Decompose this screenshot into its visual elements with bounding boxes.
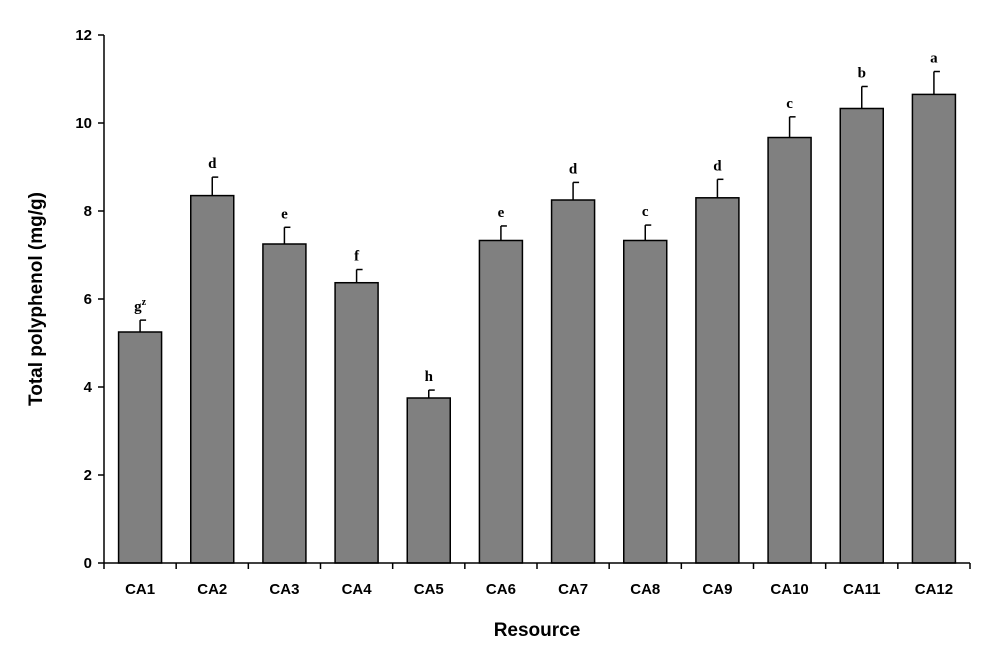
bar-ca1 <box>117 331 163 564</box>
significance-letter: b <box>858 65 866 81</box>
bar-ca11 <box>839 107 884 564</box>
x-tick-label: CA7 <box>558 581 588 598</box>
significance-letter: e <box>281 206 288 222</box>
x-tick-label: CA11 <box>843 581 881 598</box>
significance-letter: d <box>713 158 722 174</box>
y-tick-label: 6 <box>84 291 92 308</box>
bars <box>117 93 957 564</box>
bar-ca3 <box>262 243 307 564</box>
significance-letter: c <box>786 96 793 112</box>
error-bars <box>139 70 940 398</box>
significance-letter: d <box>208 156 217 172</box>
significance-letter: e <box>498 205 505 221</box>
significance-letter: c <box>642 204 649 220</box>
y-tick-label: 10 <box>75 115 92 132</box>
x-tick-label: CA5 <box>414 581 444 598</box>
x-tick-label: CA1 <box>125 581 155 598</box>
x-tick-label: CA10 <box>770 581 808 598</box>
significance-letter: d <box>569 161 578 177</box>
y-tick-label: 8 <box>84 203 92 220</box>
significance-letter: h <box>425 369 434 385</box>
bar-ca7 <box>550 199 596 564</box>
y-tick-label: 0 <box>84 555 92 572</box>
y-tick-label: 4 <box>84 379 93 396</box>
bar-ca12 <box>911 93 957 564</box>
x-tick-label: CA6 <box>486 581 516 598</box>
significance-letter: a <box>930 51 938 67</box>
bar-ca5 <box>406 397 451 564</box>
x-axis-title: Resource <box>494 620 581 641</box>
bar-ca4 <box>334 281 379 564</box>
y-tick-label: 12 <box>75 27 92 44</box>
x-tick-label: CA3 <box>269 581 299 598</box>
y-tick-label: 2 <box>84 467 92 484</box>
y-axis-ticks: 0 2 4 6 8 10 12 <box>75 27 104 572</box>
bar-ca10 <box>767 136 812 564</box>
bar-ca8 <box>623 239 668 564</box>
x-tick-label: CA9 <box>702 581 732 598</box>
significance-letters: gz d e f h e d c d c b a <box>134 51 938 386</box>
y-axis-title: Total polyphenol (mg/g) <box>26 192 47 406</box>
significance-letter: f <box>354 249 360 265</box>
x-tick-label: CA8 <box>630 581 660 598</box>
x-tick-label: CA4 <box>342 581 373 598</box>
x-tick-label: CA12 <box>915 581 953 598</box>
bar-ca9 <box>695 197 740 564</box>
significance-letter: gz <box>134 297 147 315</box>
bar-ca2 <box>190 194 235 564</box>
bar-ca6 <box>478 239 524 564</box>
x-tick-labels: CA1 CA2 CA3 CA4 CA5 CA6 CA7 CA8 CA9 CA10 CA11 CA12 <box>103 563 971 598</box>
x-tick-label: CA2 <box>197 581 227 598</box>
